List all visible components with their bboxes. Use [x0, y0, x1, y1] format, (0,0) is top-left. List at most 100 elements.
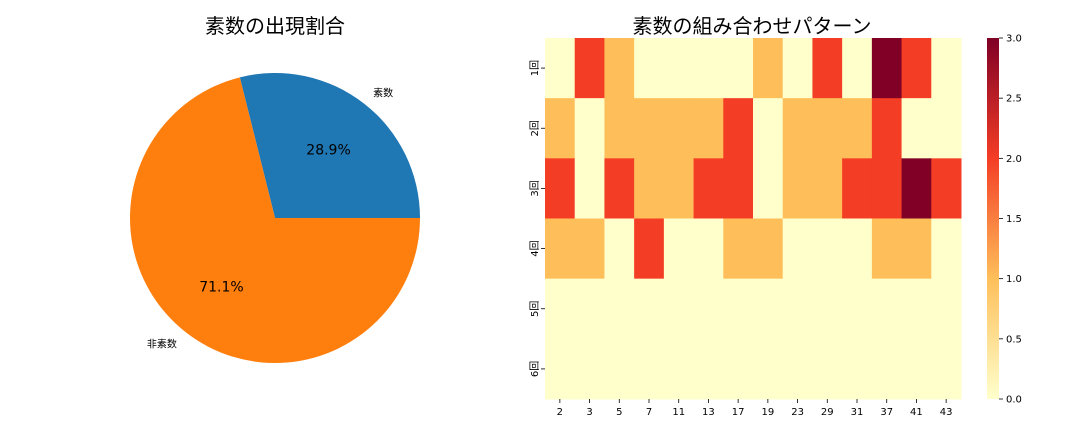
heatmap-cell [901, 218, 932, 280]
heatmap-cell [545, 278, 576, 340]
heatmap-cell [901, 38, 932, 99]
y-tick-label: 4回 [529, 240, 541, 256]
heatmap-cell [753, 158, 784, 219]
heatmap-y-ticks: 1回 2回 3回 4回 5回 6回 [529, 60, 545, 377]
x-tick-label: 17 [732, 407, 745, 418]
y-tick-label: 6回 [529, 361, 541, 377]
heatmap-cell [782, 98, 813, 159]
heatmap-cell [812, 218, 843, 280]
heatmap-cell [782, 158, 813, 219]
heatmap-cell [604, 158, 635, 219]
x-tick-label: 31 [851, 407, 864, 418]
heatmap-cell [753, 98, 784, 159]
heatmap-cell [782, 38, 813, 99]
heatmap-cell [604, 98, 635, 159]
heatmap-cell [693, 338, 724, 400]
heatmap-cell [901, 158, 932, 219]
x-tick-label: 37 [880, 407, 893, 418]
heatmap-x-ticks: 2 3 5 7 11 13 17 19 23 29 31 37 41 43 [557, 399, 953, 418]
heatmap-cell [663, 218, 695, 280]
y-tick-label: 3回 [529, 180, 541, 196]
colorbar-tick-label: 2.0 [1006, 154, 1022, 165]
heatmap-cell [663, 98, 695, 159]
x-tick-label: 3 [586, 407, 592, 418]
heatmap-cell [545, 158, 576, 219]
heatmap-cell [663, 158, 695, 219]
x-tick-label: 11 [672, 407, 685, 418]
heatmap-cell [812, 278, 843, 340]
heatmap-cell [753, 278, 784, 340]
heatmap-cell [842, 38, 873, 99]
heatmap-cell [753, 38, 784, 99]
heatmap-cell [604, 278, 635, 340]
heatmap-cell [663, 278, 695, 340]
heatmap-cell [871, 278, 903, 340]
x-tick-label: 41 [910, 407, 923, 418]
heatmap-cell [693, 218, 724, 280]
heatmap-cell [931, 338, 962, 400]
x-tick-label: 29 [821, 407, 834, 418]
heatmap-cell [931, 278, 962, 340]
heatmap-cell [604, 38, 635, 99]
colorbar-ticks: 0.0 0.5 1.0 1.5 2.0 2.5 3.0 [999, 34, 1022, 406]
x-tick-label: 5 [616, 407, 622, 418]
heatmap-cell [693, 38, 724, 99]
heatmap-cell [723, 278, 754, 340]
pie-slice [239, 73, 420, 218]
heatmap-cell [723, 158, 754, 219]
heatmap-cell [901, 338, 932, 400]
colorbar [987, 38, 999, 399]
heatmap-cell [634, 338, 665, 400]
heatmap-cell [574, 218, 605, 280]
heatmap [545, 38, 962, 400]
heatmap-cell [545, 338, 576, 400]
x-tick-label: 7 [646, 407, 652, 418]
heatmap-cell [634, 158, 665, 219]
heatmap-cell [693, 278, 724, 340]
heatmap-cell [604, 338, 635, 400]
x-tick-label: 23 [791, 407, 804, 418]
colorbar-tick-label: 3.0 [1006, 34, 1022, 45]
heatmap-cell [545, 218, 576, 280]
x-tick-label: 2 [557, 407, 563, 418]
heatmap-cell [842, 98, 873, 159]
pie-slice-label: 非素数 [147, 338, 177, 351]
colorbar-tick-label: 1.5 [1006, 214, 1022, 225]
heatmap-cell [753, 338, 784, 400]
heatmap-cell [574, 338, 605, 400]
heatmap-cell [871, 338, 903, 400]
heatmap-cell [842, 158, 873, 219]
heatmap-title: 素数の組み合わせパターン [633, 14, 872, 38]
heatmap-cell [634, 278, 665, 340]
heatmap-cell [901, 98, 932, 159]
y-tick-label: 1回 [529, 60, 541, 76]
heatmap-cell [931, 158, 962, 219]
heatmap-cell [693, 158, 724, 219]
heatmap-cell [634, 98, 665, 159]
heatmap-cell [812, 38, 843, 99]
pie-slice-label: 素数 [373, 86, 393, 99]
heatmap-cell [842, 278, 873, 340]
pie-title: 素数の出現割合 [205, 14, 345, 38]
heatmap-cell [812, 338, 843, 400]
heatmap-cell [782, 338, 813, 400]
x-tick-label: 43 [940, 407, 953, 418]
x-tick-label: 19 [761, 407, 774, 418]
heatmap-cell [574, 38, 605, 99]
heatmap-cell [871, 158, 903, 219]
heatmap-cell [693, 98, 724, 159]
heatmap-cell [545, 38, 576, 99]
heatmap-cell [871, 38, 903, 99]
heatmap-cell [871, 218, 903, 280]
heatmap-cell [901, 278, 932, 340]
y-tick-label: 5回 [529, 301, 541, 317]
heatmap-cell [931, 218, 962, 280]
y-tick-label: 2回 [529, 120, 541, 136]
heatmap-cell [634, 38, 665, 99]
pie-chart: 28.9% 素数 71.1% 非素数 [129, 73, 420, 364]
heatmap-cell [663, 338, 695, 400]
heatmap-cell [842, 338, 873, 400]
heatmap-cell [723, 98, 754, 159]
heatmap-cell [723, 38, 754, 99]
